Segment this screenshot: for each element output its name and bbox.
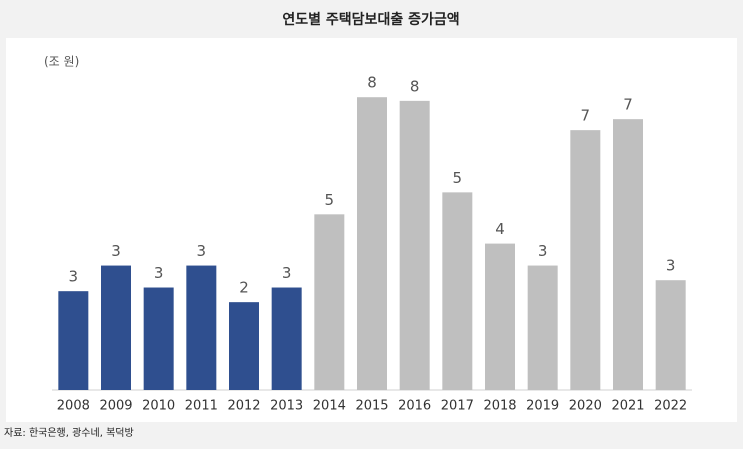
bar	[357, 97, 387, 390]
value-label: 2	[239, 279, 249, 297]
bar	[271, 287, 302, 390]
value-label: 7	[581, 107, 591, 125]
bar	[442, 192, 473, 390]
bar	[229, 302, 259, 390]
x-tick-label: 2020	[569, 399, 602, 414]
x-tick-label: 2009	[99, 399, 132, 414]
bar	[143, 287, 174, 390]
bar	[58, 291, 89, 390]
bar	[655, 280, 686, 390]
bar	[186, 265, 217, 390]
x-tick-label: 2008	[57, 399, 90, 414]
x-tick-label: 2010	[142, 399, 175, 414]
x-tick-label: 2011	[185, 399, 218, 414]
x-tick-label: 2012	[227, 399, 260, 414]
x-tick-label: 2015	[355, 399, 388, 414]
value-label: 3	[154, 264, 164, 282]
x-tick-label: 2022	[654, 399, 687, 414]
source-note: 자료: 한국은행, 광수네, 복덕방	[4, 427, 134, 439]
value-label: 3	[69, 268, 79, 286]
unit-label: (조 원)	[44, 55, 79, 69]
chart-title: 연도별 주택담보대출 증가금액	[282, 11, 459, 28]
bar	[570, 130, 601, 390]
value-label: 5	[453, 169, 463, 187]
value-label: 3	[538, 242, 548, 260]
x-tick-label: 2017	[441, 399, 474, 414]
value-label: 8	[410, 77, 420, 95]
x-tick-label: 2019	[526, 399, 559, 414]
bar	[314, 214, 345, 390]
x-tick-label: 2014	[313, 399, 346, 414]
value-label: 3	[666, 257, 676, 275]
x-tick-label: 2018	[483, 399, 516, 414]
bar	[613, 119, 643, 390]
value-label: 4	[495, 220, 505, 238]
bar	[399, 100, 430, 391]
x-tick-label: 2021	[611, 399, 644, 414]
x-tick-label: 2016	[398, 399, 431, 414]
value-label: 8	[367, 74, 377, 92]
bar	[101, 265, 131, 390]
value-label: 3	[282, 264, 292, 282]
value-label: 3	[111, 242, 121, 260]
bar	[527, 265, 558, 390]
value-label: 7	[623, 96, 633, 114]
value-label: 5	[325, 191, 335, 209]
bar	[485, 243, 515, 390]
value-label: 3	[197, 242, 207, 260]
x-tick-label: 2013	[270, 399, 303, 414]
